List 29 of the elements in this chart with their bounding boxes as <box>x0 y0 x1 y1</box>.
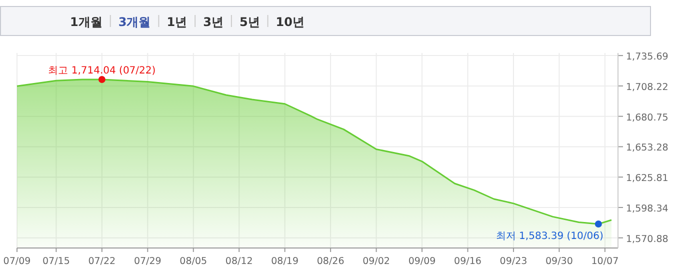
x-tick-label: 09/09 <box>408 256 436 267</box>
text: 1년 <box>166 15 188 29</box>
text: 1개월 <box>70 15 102 29</box>
annotation: 최저 1,583.39 (10/06) <box>496 231 604 242</box>
y-tick-label: 1,625.81 <box>626 173 668 184</box>
text: 3년 <box>203 15 224 29</box>
y-tick-label: 1,708.22 <box>626 82 668 93</box>
x-tick-label: 07/22 <box>88 256 116 267</box>
y-tick-label: 1,735.69 <box>626 52 668 63</box>
text: 5년 <box>239 15 260 29</box>
text: 3개월 <box>118 15 151 29</box>
x-tick-label: 07/29 <box>134 256 162 267</box>
x-tick-label: 09/16 <box>454 256 482 267</box>
x-tick-label: 08/26 <box>316 256 344 267</box>
x-tick-label: 07/09 <box>3 256 31 267</box>
y-tick-label: 1,680.75 <box>626 112 668 124</box>
annotation: 최고 1,714.04 (07/22) <box>48 66 156 76</box>
x-tick-label: 08/05 <box>180 256 208 267</box>
y-tick-label: 1,570.88 <box>626 234 668 245</box>
x-tick-label: 08/12 <box>225 256 253 267</box>
x-tick-label: 08/19 <box>271 256 299 267</box>
x-tick-label: 09/23 <box>500 256 528 267</box>
x-tick-label: 09/02 <box>362 256 390 267</box>
text: 10년 <box>276 15 304 29</box>
y-tick-label: 1,598.34 <box>626 203 668 214</box>
x-tick-label: 09/30 <box>546 256 573 267</box>
y-tick-label: 1,653.28 <box>626 142 668 154</box>
x-tick-label: 07/15 <box>42 256 70 267</box>
x-tick-label: 10/07 <box>591 256 619 267</box>
